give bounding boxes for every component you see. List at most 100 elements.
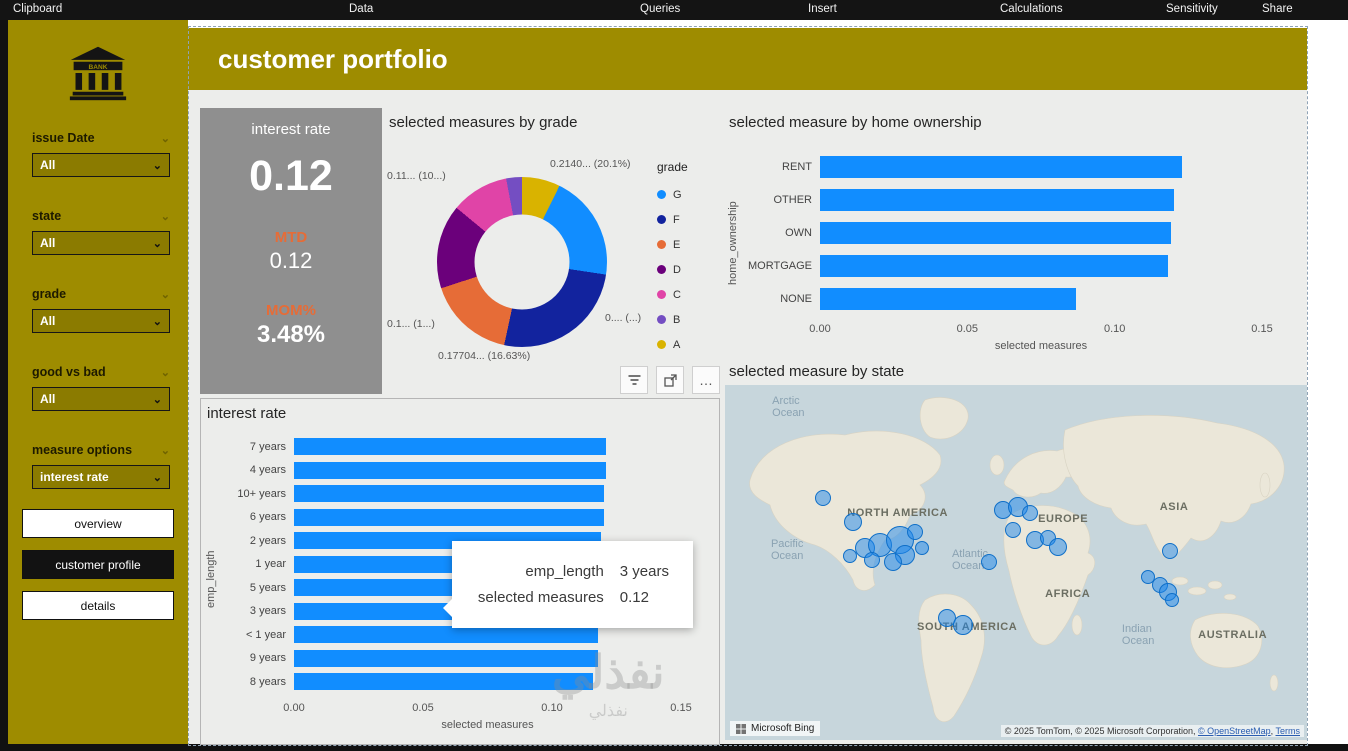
map-bubble[interactable] bbox=[906, 523, 923, 540]
map-bubble[interactable] bbox=[981, 554, 998, 571]
legend-label: E bbox=[673, 238, 681, 251]
map-bubble[interactable] bbox=[864, 552, 881, 568]
home-ownership-visual: selected measure by home ownership home_… bbox=[725, 108, 1307, 360]
category-label: 10+ years bbox=[237, 487, 286, 500]
map-bubble[interactable] bbox=[843, 549, 858, 564]
bar-track bbox=[294, 623, 681, 647]
kpi-card: interest rate 0.12 MTD 0.12 MOM% 3.48% bbox=[200, 108, 382, 394]
map-bubble[interactable] bbox=[884, 553, 903, 572]
map-bubble[interactable] bbox=[814, 489, 831, 506]
legend-dot-icon bbox=[657, 190, 666, 199]
map-visual[interactable]: Arctic Ocean NORTH AMERICA Pacific Ocean At… bbox=[725, 385, 1307, 740]
kpi-mom-value: 3.48% bbox=[256, 321, 326, 348]
map-bubble[interactable] bbox=[1162, 543, 1179, 560]
map-bubble[interactable] bbox=[1021, 505, 1038, 522]
bar[interactable] bbox=[820, 188, 1174, 211]
nav-button-overview[interactable]: overview bbox=[22, 509, 174, 538]
bar[interactable] bbox=[294, 438, 607, 455]
bar[interactable] bbox=[820, 254, 1168, 277]
bar[interactable] bbox=[820, 155, 1183, 178]
visual-title: interest rate bbox=[207, 405, 287, 422]
left-edge-strip bbox=[0, 20, 8, 744]
axis-tick: 0.00 bbox=[809, 323, 831, 335]
tooltip-label: emp_length bbox=[525, 563, 604, 580]
legend-title: grade bbox=[657, 160, 688, 174]
ribbon-tab-insert[interactable]: Insert bbox=[808, 3, 837, 15]
slicer-dropdown[interactable]: interest rate ⌄ bbox=[32, 465, 170, 489]
terms-link[interactable]: Terms bbox=[1275, 726, 1301, 736]
map-bubble[interactable] bbox=[1048, 537, 1067, 556]
map-bubble[interactable] bbox=[914, 540, 929, 555]
map-bubble[interactable] bbox=[1164, 593, 1179, 608]
slicer-label: measure options bbox=[32, 443, 133, 457]
bing-logo: Microsoft Bing bbox=[730, 721, 821, 736]
bar-track bbox=[820, 183, 1262, 216]
category-label: OWN bbox=[785, 226, 812, 239]
slicer-dropdown[interactable]: All ⌄ bbox=[32, 231, 170, 255]
bar[interactable] bbox=[294, 649, 599, 667]
slicer: measure options ⌄ interest rate ⌄ bbox=[32, 443, 170, 489]
nav-button-details[interactable]: details bbox=[22, 591, 174, 620]
map-bubble[interactable] bbox=[953, 614, 974, 635]
x-axis-label: selected measures bbox=[441, 718, 534, 731]
collapse-chevron-icon[interactable]: ⌄ bbox=[160, 132, 170, 145]
legend-item[interactable]: D bbox=[657, 257, 688, 282]
slicer-dropdown[interactable]: All ⌄ bbox=[32, 309, 170, 333]
legend-item[interactable]: A bbox=[657, 332, 688, 357]
filter-icon[interactable] bbox=[620, 366, 648, 394]
category-label: < 1 year bbox=[245, 628, 286, 641]
slicer-value: All bbox=[40, 236, 56, 250]
legend-item[interactable]: G bbox=[657, 182, 688, 207]
legend-dot-icon bbox=[657, 240, 666, 249]
legend-item[interactable]: C bbox=[657, 282, 688, 307]
ribbon-tab-share[interactable]: Share bbox=[1262, 3, 1293, 15]
slicer-dropdown[interactable]: All ⌄ bbox=[32, 153, 170, 177]
ribbon-tab-sensitivity[interactable]: Sensitivity bbox=[1166, 3, 1218, 15]
bar[interactable] bbox=[294, 461, 607, 479]
map-bubble[interactable] bbox=[1005, 521, 1022, 538]
ribbon: Clipboard Data Queries Insert Calculations Se… bbox=[0, 0, 1348, 20]
axis-tick: 0.05 bbox=[412, 701, 434, 714]
chart-tooltip: emp_length 3 years selected measures 0.1… bbox=[443, 541, 693, 628]
bar[interactable] bbox=[820, 287, 1077, 310]
map-bubble[interactable] bbox=[844, 513, 863, 532]
legend-item[interactable]: F bbox=[657, 207, 688, 232]
tooltip-value: 0.12 bbox=[619, 589, 649, 606]
bar[interactable] bbox=[294, 673, 594, 690]
tooltip-label: selected measures bbox=[477, 589, 604, 606]
data-label: 0.1... (1...) bbox=[387, 318, 435, 330]
osm-link[interactable]: © OpenStreetMap bbox=[1197, 726, 1271, 736]
collapse-chevron-icon[interactable]: ⌄ bbox=[160, 444, 170, 457]
slicer-label: good vs bad bbox=[32, 365, 106, 379]
bar[interactable] bbox=[294, 626, 599, 643]
ribbon-tab-queries[interactable]: Queries bbox=[640, 3, 681, 15]
bar-row: MORTGAGE bbox=[735, 249, 1262, 282]
legend-label: C bbox=[673, 288, 681, 301]
donut-chart[interactable] bbox=[437, 177, 607, 347]
legend-item[interactable]: B bbox=[657, 307, 688, 332]
more-options-icon[interactable]: … bbox=[692, 366, 720, 394]
collapse-chevron-icon[interactable]: ⌄ bbox=[160, 210, 170, 223]
bar-row: 7 years bbox=[221, 435, 681, 459]
visual-title: selected measure by home ownership bbox=[729, 114, 982, 131]
axis-tick: 0.05 bbox=[956, 323, 979, 335]
legend-dot-icon bbox=[657, 290, 666, 299]
bar[interactable] bbox=[820, 221, 1171, 244]
y-axis-label: emp_length bbox=[205, 550, 217, 608]
ribbon-tab-clipboard[interactable]: Clipboard bbox=[13, 3, 63, 15]
focus-mode-icon[interactable] bbox=[656, 366, 684, 394]
slicer-dropdown[interactable]: All ⌄ bbox=[32, 387, 170, 411]
bar[interactable] bbox=[294, 485, 604, 502]
world-map bbox=[749, 397, 1285, 723]
ribbon-tab-data[interactable]: Data bbox=[349, 3, 374, 15]
category-label: 8 years bbox=[249, 675, 286, 688]
nav-button-customer-profile[interactable]: customer profile bbox=[22, 550, 174, 579]
legend-label: A bbox=[673, 338, 681, 351]
bar[interactable] bbox=[294, 508, 604, 526]
kpi-mtd-label: MTD bbox=[274, 229, 308, 246]
map-attribution: © 2025 TomTom, © 2025 Microsoft Corporat… bbox=[1000, 725, 1304, 737]
legend-item[interactable]: E bbox=[657, 232, 688, 257]
ribbon-tab-calculations[interactable]: Calculations bbox=[1000, 3, 1063, 15]
collapse-chevron-icon[interactable]: ⌄ bbox=[160, 288, 170, 301]
collapse-chevron-icon[interactable]: ⌄ bbox=[160, 366, 170, 379]
